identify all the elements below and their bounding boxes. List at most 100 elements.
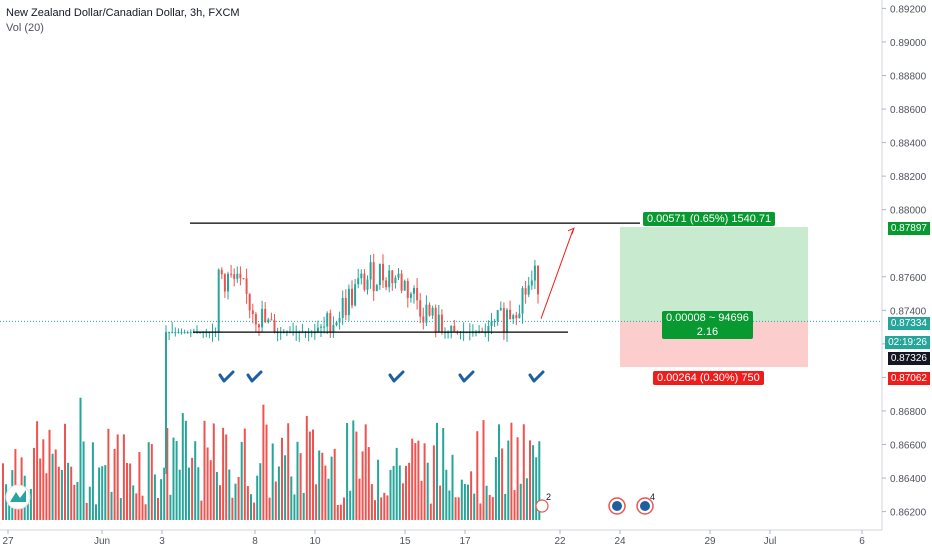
candle-body bbox=[382, 263, 384, 281]
event-icon-inner bbox=[640, 501, 650, 511]
volume-bar bbox=[246, 486, 249, 520]
candle-body bbox=[363, 273, 366, 290]
axis-bid-price: 0.87326 bbox=[887, 352, 930, 365]
volume-bar bbox=[153, 474, 156, 520]
volume-bar bbox=[538, 441, 541, 520]
volume-bar bbox=[408, 462, 411, 520]
candle-body bbox=[502, 308, 505, 333]
volume-bar bbox=[389, 469, 392, 520]
candle-body bbox=[171, 332, 174, 334]
volume-bar bbox=[206, 447, 209, 520]
volume-bar bbox=[129, 463, 132, 520]
candle-body bbox=[440, 314, 443, 333]
volume-bar bbox=[160, 479, 163, 520]
candle-body bbox=[372, 262, 375, 292]
volume-bar bbox=[135, 493, 138, 520]
candle-body bbox=[406, 280, 409, 298]
candle-body bbox=[242, 278, 245, 280]
volume-bar bbox=[358, 478, 361, 520]
candle-body bbox=[453, 325, 456, 332]
volume-bar bbox=[445, 469, 448, 520]
volume-bar bbox=[222, 427, 225, 520]
candle-body bbox=[527, 285, 530, 295]
volume-bar bbox=[346, 423, 349, 520]
volume-bar bbox=[324, 465, 327, 520]
axis-target-price: 0.87897 bbox=[887, 222, 930, 235]
volume-bar bbox=[191, 457, 194, 520]
volume-bar bbox=[494, 457, 497, 520]
volume-bar bbox=[525, 478, 528, 520]
candle-body bbox=[338, 318, 341, 323]
candle-body bbox=[186, 332, 189, 334]
volume-bar bbox=[197, 467, 200, 520]
volume-bar bbox=[392, 465, 395, 520]
y-tick-label: 0.88800 bbox=[890, 71, 927, 82]
volume-bar bbox=[535, 457, 538, 520]
candle-body bbox=[419, 300, 422, 317]
candle-body bbox=[230, 273, 233, 275]
volume-bar bbox=[219, 485, 221, 520]
volume-bar bbox=[82, 441, 85, 520]
volume-bar bbox=[529, 440, 531, 520]
volume-bar bbox=[411, 438, 414, 520]
candle-body bbox=[267, 319, 270, 323]
y-tick-label: 0.87400 bbox=[890, 306, 927, 317]
volume-bar bbox=[355, 431, 358, 520]
candle-body bbox=[354, 284, 357, 306]
x-tick-label: 6 bbox=[859, 536, 865, 547]
volume-bar bbox=[383, 492, 386, 520]
volume-bar bbox=[271, 443, 274, 520]
volume-bar bbox=[144, 504, 147, 520]
axis-current-price: 0.87334 bbox=[887, 317, 930, 330]
candle-body bbox=[509, 309, 512, 319]
volume-bar bbox=[374, 500, 376, 520]
y-tick-label: 0.86800 bbox=[890, 407, 927, 418]
candle-body bbox=[437, 314, 440, 333]
candle-body bbox=[400, 273, 403, 291]
candle-body bbox=[347, 288, 350, 316]
candle-body bbox=[496, 310, 499, 322]
volume-bar bbox=[181, 413, 184, 520]
stop-badge: 0.00264 (0.30%) 750 bbox=[653, 371, 764, 385]
candle-body bbox=[220, 269, 223, 275]
candle-body bbox=[165, 332, 167, 468]
candle-body bbox=[351, 288, 353, 306]
volume-bar bbox=[299, 453, 302, 520]
chart-title: New Zealand Dollar/Canadian Dollar, 3h, … bbox=[6, 7, 240, 19]
volume-bar bbox=[281, 437, 283, 520]
volume-bar bbox=[8, 498, 11, 520]
candle-body bbox=[217, 269, 220, 332]
volume-bar bbox=[163, 467, 166, 520]
volume-bar bbox=[308, 431, 311, 520]
candle-body bbox=[416, 288, 419, 301]
volume-bar bbox=[423, 443, 426, 520]
volume-bar bbox=[277, 466, 280, 520]
x-tick-label: 22 bbox=[554, 536, 566, 547]
volume-bar bbox=[85, 502, 88, 520]
logo-mark-icon bbox=[10, 490, 26, 502]
volume-bar bbox=[349, 490, 352, 520]
volume-bar bbox=[380, 497, 383, 520]
x-tick-label: Jul bbox=[764, 536, 777, 547]
volume-bar bbox=[54, 449, 57, 520]
volume-bar bbox=[454, 497, 457, 520]
candle-body bbox=[493, 321, 496, 323]
candle-body bbox=[189, 332, 192, 334]
candle-body bbox=[391, 270, 394, 284]
candle-body bbox=[518, 313, 521, 319]
target-zone bbox=[620, 226, 808, 322]
volume-bar bbox=[228, 469, 231, 520]
volume-bar bbox=[451, 454, 454, 520]
volume-bar bbox=[215, 471, 218, 520]
x-tick-label: 8 bbox=[252, 536, 258, 547]
volume-bar bbox=[200, 500, 203, 520]
volume-bar bbox=[45, 473, 48, 520]
volume-bar bbox=[302, 492, 305, 520]
candle-body bbox=[177, 332, 180, 334]
volume-bar bbox=[405, 465, 407, 520]
candle-body bbox=[487, 326, 490, 333]
volume-bar bbox=[122, 434, 125, 520]
volume-bar bbox=[141, 495, 144, 520]
